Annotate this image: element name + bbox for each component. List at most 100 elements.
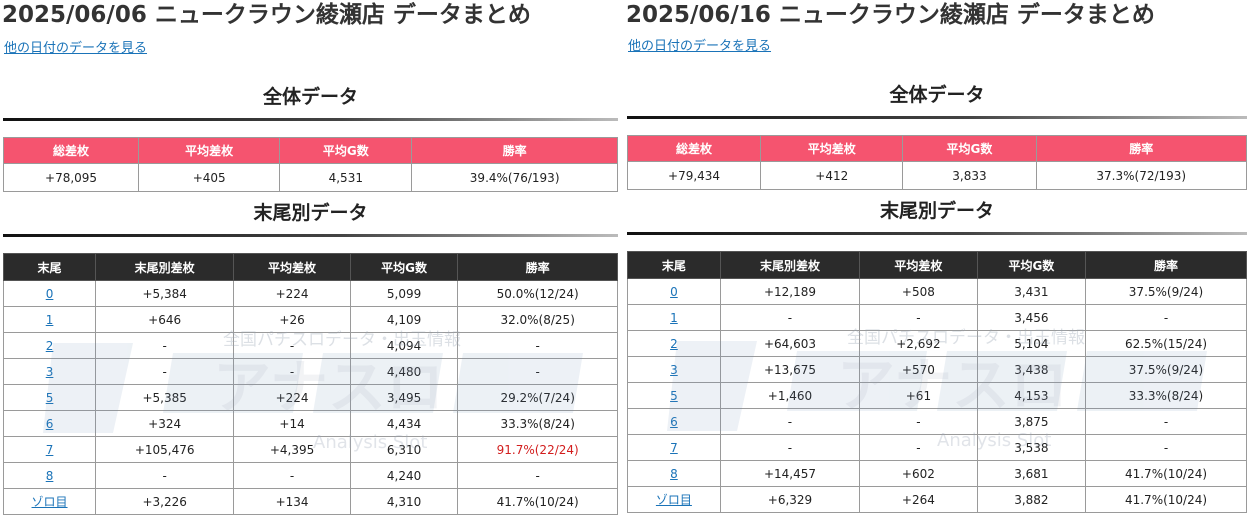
digit-section-title: 末尾別データ xyxy=(253,202,368,224)
digit-link[interactable]: 7 xyxy=(670,440,678,455)
header-avg-games: 平均G数 xyxy=(279,137,413,164)
digit-diff-cell: - xyxy=(719,408,861,435)
avg-games-value: 3,833 xyxy=(902,161,1037,190)
digit-link[interactable]: ゾロ目 xyxy=(655,493,692,507)
header-avg-games: 平均G数 xyxy=(976,251,1087,279)
digit-table: 末尾 末尾別差枚 平均差枚 平均G数 勝率 0 +12,189 +508 3,4… xyxy=(627,251,1247,513)
section-divider xyxy=(3,118,618,121)
avg-diff-cell: +602 xyxy=(859,460,978,487)
avg-games-cell: 3,438 xyxy=(976,356,1087,383)
avg-games-cell: 4,434 xyxy=(349,410,459,437)
header-win-rate: 勝率 xyxy=(1085,251,1247,279)
table-row: 1 +646 +26 4,109 32.0%(8/25) xyxy=(2,306,618,333)
digit-link[interactable]: 3 xyxy=(670,362,678,377)
avg-games-cell: 4,094 xyxy=(349,332,459,359)
table-row: 5 +1,460 +61 4,153 33.3%(8/24) xyxy=(627,382,1247,409)
avg-games-cell: 5,104 xyxy=(976,330,1087,357)
avg-games-cell: 4,480 xyxy=(349,358,459,385)
digit-cell: ゾロ目 xyxy=(2,488,97,515)
header-avg-diff: 平均差枚 xyxy=(760,135,904,162)
digit-link[interactable]: 0 xyxy=(45,286,54,301)
win-rate-cell: 33.3%(8/24) xyxy=(457,410,618,437)
digit-link[interactable]: 5 xyxy=(670,388,678,403)
digit-link[interactable]: 5 xyxy=(45,390,54,405)
digit-link[interactable]: 8 xyxy=(45,468,54,483)
digit-link[interactable]: 3 xyxy=(45,364,54,379)
other-dates-link[interactable]: 他の日付のデータを見る xyxy=(4,41,148,56)
avg-diff-cell: - xyxy=(859,408,978,435)
avg-diff-value: +412 xyxy=(760,161,904,190)
table-row: 2 +64,603 +2,692 5,104 62.5%(15/24) xyxy=(627,330,1247,357)
avg-diff-cell: +134 xyxy=(233,488,351,515)
digit-diff-cell: +105,476 xyxy=(95,436,235,463)
header-avg-diff: 平均差枚 xyxy=(138,137,281,164)
digit-cell: 0 xyxy=(627,278,721,305)
avg-games-cell: 4,310 xyxy=(349,488,459,515)
digit-link[interactable]: 6 xyxy=(670,414,678,429)
digit-link[interactable]: 1 xyxy=(45,312,54,327)
win-rate-cell: 41.7%(10/24) xyxy=(1085,460,1247,487)
digit-diff-cell: +1,460 xyxy=(719,382,861,409)
avg-diff-cell: +570 xyxy=(859,356,978,383)
avg-games-cell: 3,456 xyxy=(976,304,1087,331)
avg-diff-cell: - xyxy=(859,304,978,331)
win-rate-cell: 50.0%(12/24) xyxy=(457,280,618,307)
section-divider xyxy=(627,116,1247,119)
win-rate-cell: - xyxy=(1085,408,1247,435)
avg-games-cell: 5,099 xyxy=(349,280,459,307)
avg-games-cell: 4,240 xyxy=(349,462,459,489)
avg-games-cell: 6,310 xyxy=(349,436,459,463)
digit-cell: 5 xyxy=(2,384,97,411)
digit-diff-cell: +3,226 xyxy=(95,488,235,515)
digit-link[interactable]: 8 xyxy=(670,466,678,481)
table-row: 1 - - 3,456 - xyxy=(627,304,1247,331)
other-dates-link[interactable]: 他の日付のデータを見る xyxy=(628,39,772,54)
table-row: ゾロ目 +6,329 +264 3,882 41.7%(10/24) xyxy=(627,486,1247,513)
total-diff-value: +79,434 xyxy=(626,161,762,190)
header-win-rate: 勝率 xyxy=(411,137,618,164)
digit-diff-cell: +5,385 xyxy=(95,384,235,411)
page-title: 2025/06/16 ニュークラウン綾瀬店 データまとめ xyxy=(626,2,1155,28)
avg-diff-cell: +26 xyxy=(233,306,351,333)
digit-table: 末尾 末尾別差枚 平均差枚 平均G数 勝率 0 +5,384 +224 5,09… xyxy=(2,253,618,515)
header-win-rate: 勝率 xyxy=(1035,135,1248,162)
digit-link[interactable]: 2 xyxy=(45,338,54,353)
table-row: 7 +105,476 +4,395 6,310 91.7%(22/24) xyxy=(2,436,618,463)
digit-cell: 2 xyxy=(627,330,721,357)
digit-cell: 3 xyxy=(627,356,721,383)
page-title: 2025/06/06 ニュークラウン綾瀬店 データまとめ xyxy=(2,2,531,28)
win-rate-cell: 29.2%(7/24) xyxy=(457,384,618,411)
digit-cell: 7 xyxy=(627,434,721,461)
win-rate-cell: - xyxy=(457,358,618,385)
digit-header-row: 末尾 末尾別差枚 平均差枚 平均G数 勝率 xyxy=(2,253,618,281)
avg-games-cell: 3,495 xyxy=(349,384,459,411)
win-rate-cell: 41.7%(10/24) xyxy=(457,488,618,515)
avg-diff-cell: - xyxy=(233,358,351,385)
avg-games-cell: 3,538 xyxy=(976,434,1087,461)
overall-section-title: 全体データ xyxy=(262,86,358,108)
avg-diff-cell: +508 xyxy=(859,278,978,305)
total-diff-value: +78,095 xyxy=(2,163,140,192)
win-rate-cell-highlight: 91.7%(22/24) xyxy=(457,436,618,463)
digit-cell: 1 xyxy=(627,304,721,331)
digit-cell: ゾロ目 xyxy=(627,486,721,513)
section-divider xyxy=(627,232,1247,235)
digit-cell: 6 xyxy=(2,410,97,437)
win-rate-cell: - xyxy=(1085,304,1247,331)
digit-link[interactable]: 0 xyxy=(670,284,678,299)
digit-cell: 6 xyxy=(627,408,721,435)
digit-link[interactable]: 7 xyxy=(45,442,54,457)
digit-link[interactable]: ゾロ目 xyxy=(31,495,68,509)
avg-diff-cell: +14 xyxy=(233,410,351,437)
digit-header-row: 末尾 末尾別差枚 平均差枚 平均G数 勝率 xyxy=(627,251,1247,279)
digit-link[interactable]: 2 xyxy=(670,336,678,351)
table-row: 8 +14,457 +602 3,681 41.7%(10/24) xyxy=(627,460,1247,487)
header-total-diff: 総差枚 xyxy=(2,137,140,164)
digit-link[interactable]: 6 xyxy=(45,416,54,431)
digit-link[interactable]: 1 xyxy=(670,310,678,325)
header-digit: 末尾 xyxy=(627,251,721,279)
digit-diff-cell: +12,189 xyxy=(719,278,861,305)
overall-header-row: 総差枚 平均差枚 平均G数 勝率 xyxy=(626,135,1248,162)
digit-cell: 7 xyxy=(2,436,97,463)
win-rate-cell: - xyxy=(1085,434,1247,461)
